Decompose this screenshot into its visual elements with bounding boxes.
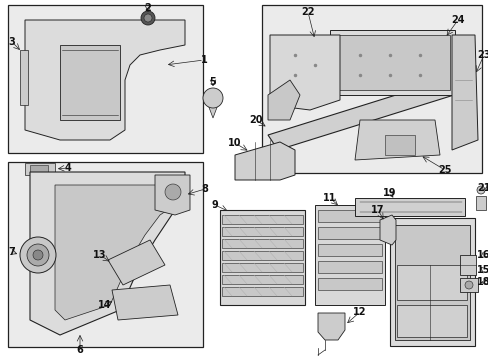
Text: 1: 1 [200,55,207,65]
Polygon shape [329,30,454,95]
Polygon shape [30,172,184,335]
Polygon shape [317,313,345,340]
Bar [8,5,203,153]
Text: 22: 22 [301,7,314,17]
Polygon shape [354,120,439,160]
Text: 10: 10 [228,138,241,148]
Polygon shape [267,75,469,150]
Polygon shape [112,285,178,320]
Polygon shape [55,185,175,320]
Text: 9: 9 [211,200,218,210]
Bar [8,162,203,347]
Circle shape [143,14,152,22]
Bar [317,244,381,256]
Bar [459,255,475,275]
Text: 12: 12 [352,307,366,317]
Text: 24: 24 [450,15,464,25]
Text: 14: 14 [98,300,112,310]
Circle shape [33,250,43,260]
Text: 19: 19 [383,188,396,198]
Bar [317,227,381,239]
Text: 17: 17 [370,205,384,215]
Text: 15: 15 [476,265,488,275]
Circle shape [27,244,49,266]
Polygon shape [206,102,219,118]
Circle shape [203,88,223,108]
Bar [396,265,466,300]
Bar [222,275,303,284]
Text: 4: 4 [64,163,71,173]
Text: 8: 8 [201,184,208,194]
Polygon shape [459,278,477,292]
Bar [394,225,469,340]
Text: 7: 7 [9,247,15,257]
Bar [30,165,48,173]
Bar [222,251,303,260]
Bar [222,239,303,248]
Text: 25: 25 [437,165,451,175]
Polygon shape [451,35,477,150]
Bar [396,305,466,337]
Bar [354,198,464,216]
Bar [475,196,485,210]
Text: 20: 20 [249,115,262,125]
Polygon shape [25,20,184,140]
Bar [222,263,303,272]
Bar [389,218,474,346]
Text: 11: 11 [323,193,336,203]
Polygon shape [269,35,339,110]
Polygon shape [384,135,414,155]
Text: 18: 18 [476,277,488,287]
Text: 13: 13 [93,250,106,260]
Text: 6: 6 [77,345,83,355]
Text: 16: 16 [476,250,488,260]
Bar [317,278,381,290]
Circle shape [164,184,181,200]
Polygon shape [155,175,190,215]
Bar [220,210,305,305]
Polygon shape [60,45,120,120]
Polygon shape [235,142,294,180]
Bar [314,205,384,305]
Circle shape [476,186,484,194]
Text: 5: 5 [209,77,216,87]
Bar [317,261,381,273]
Polygon shape [108,240,164,285]
Bar [317,210,381,222]
Text: 3: 3 [9,37,15,47]
Bar [222,287,303,296]
Text: 23: 23 [476,50,488,60]
Polygon shape [379,215,395,245]
Bar [222,227,303,236]
Text: 2: 2 [144,3,151,13]
Bar [20,50,28,105]
Polygon shape [267,80,299,120]
Text: 21: 21 [476,183,488,193]
Circle shape [141,11,155,25]
Polygon shape [25,163,55,175]
Circle shape [464,281,472,289]
Circle shape [20,237,56,273]
Bar [222,215,303,224]
Bar [262,5,481,173]
Polygon shape [334,35,449,90]
